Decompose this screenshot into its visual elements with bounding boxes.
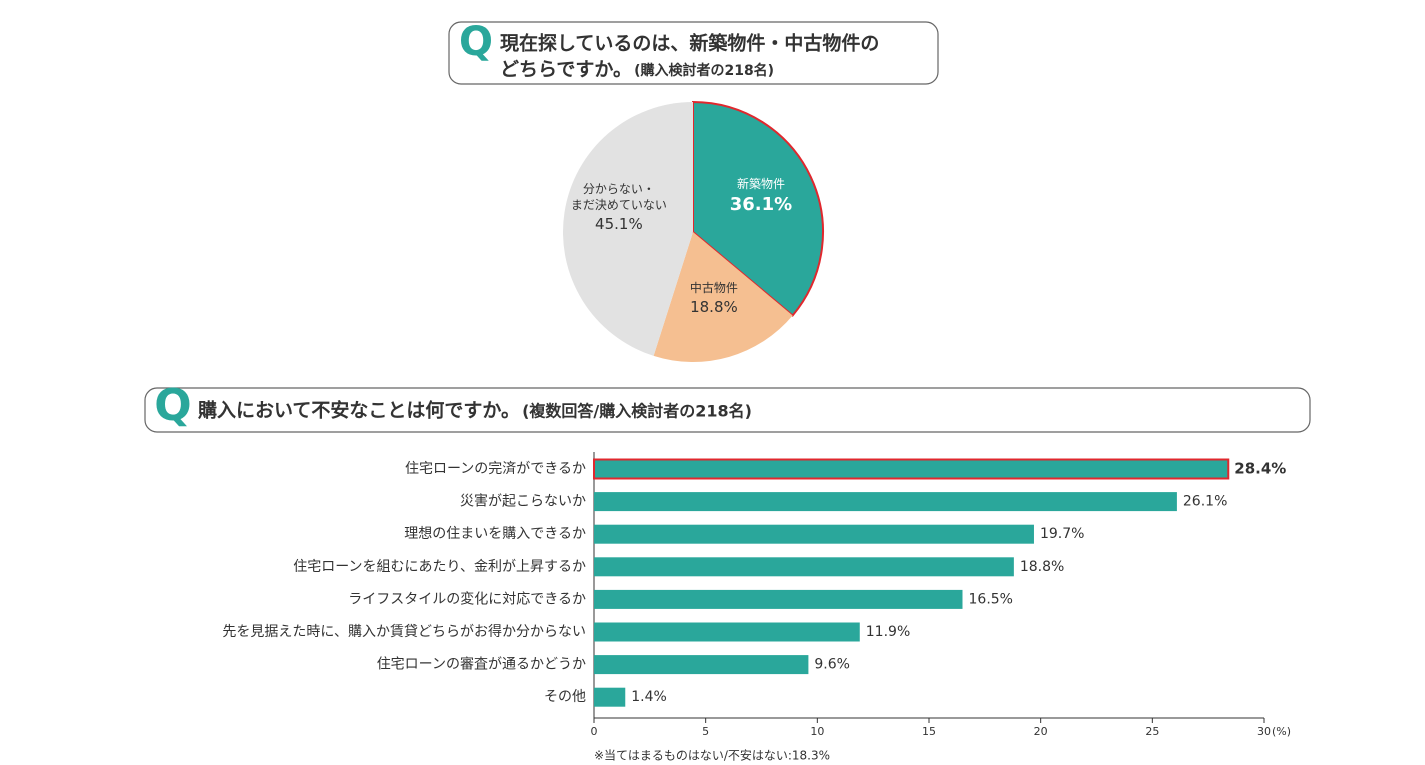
x-tick-label: 20 [1034,725,1048,738]
bar [594,524,1034,544]
x-tick-label: 25 [1145,725,1159,738]
pie-slice [653,232,793,363]
category-label: 住宅ローンの完済ができるか [405,461,586,477]
x-tick-label: 5 [702,725,709,738]
bar [594,492,1177,512]
slice-label: 新築物件 [736,177,785,192]
footnote: ※当てはまるものはない/不安はない:18.3% [594,748,830,763]
value-label: 1.4% [631,689,667,705]
title: 購入において不安なことは何ですか。 [198,399,520,422]
slice-value: 18.8% [690,298,738,317]
value-label: 19.7% [1040,526,1084,542]
slice-value: 45.1% [595,214,643,233]
x-tick-label: 30 [1257,725,1271,738]
note: (購入検討者の218名) [634,62,774,79]
note: (複数回答/購入検討者の218名) [522,402,752,421]
bar [594,687,626,707]
x-tick-label: 0 [591,725,598,738]
category-label: 災害が起こらないか [460,494,586,510]
question-box [448,21,939,85]
title: どちらですか。 [500,59,632,81]
bar [594,589,963,609]
bar [594,622,860,642]
value-label: 26.1% [1183,494,1227,510]
bar [593,458,1230,480]
title: 現在探しているのは、新築物件・中古物件の [500,32,879,55]
category-label: 先を見据えた時に、購入か賃貸どちらがお得か分からない [222,623,586,640]
pie-slice [692,100,824,317]
category-label: 住宅ローンの審査が通るかどうか [377,657,586,673]
value-label: 11.9% [866,624,910,640]
bar [594,557,1014,577]
slice-label: 分からない・ まだ決めていない [570,181,667,212]
question-mark: Q [154,380,191,431]
value-label: 18.8% [1020,559,1064,575]
bar [594,655,809,675]
value-label: 9.6% [814,657,850,673]
value-label: 28.4% [1234,460,1286,478]
category-label: 住宅ローンを組むにあたり、金利が上昇するか [293,559,586,575]
pie-slice [562,102,693,356]
category-label: ライフスタイルの変化に対応できるか [348,590,586,607]
x-tick-label: 10 [810,725,824,738]
slice-value: 36.1% [729,194,793,216]
question-box [144,387,1311,433]
value-label: 16.5% [969,591,1013,607]
x-tick-label: 15 [922,725,936,738]
category-label: その他 [544,689,586,705]
slice-label: 中古物件 [689,281,738,296]
x-unit: (%) [1272,725,1291,738]
question-mark: Q [459,19,493,65]
category-label: 理想の住まいを購入できるか [404,526,586,542]
